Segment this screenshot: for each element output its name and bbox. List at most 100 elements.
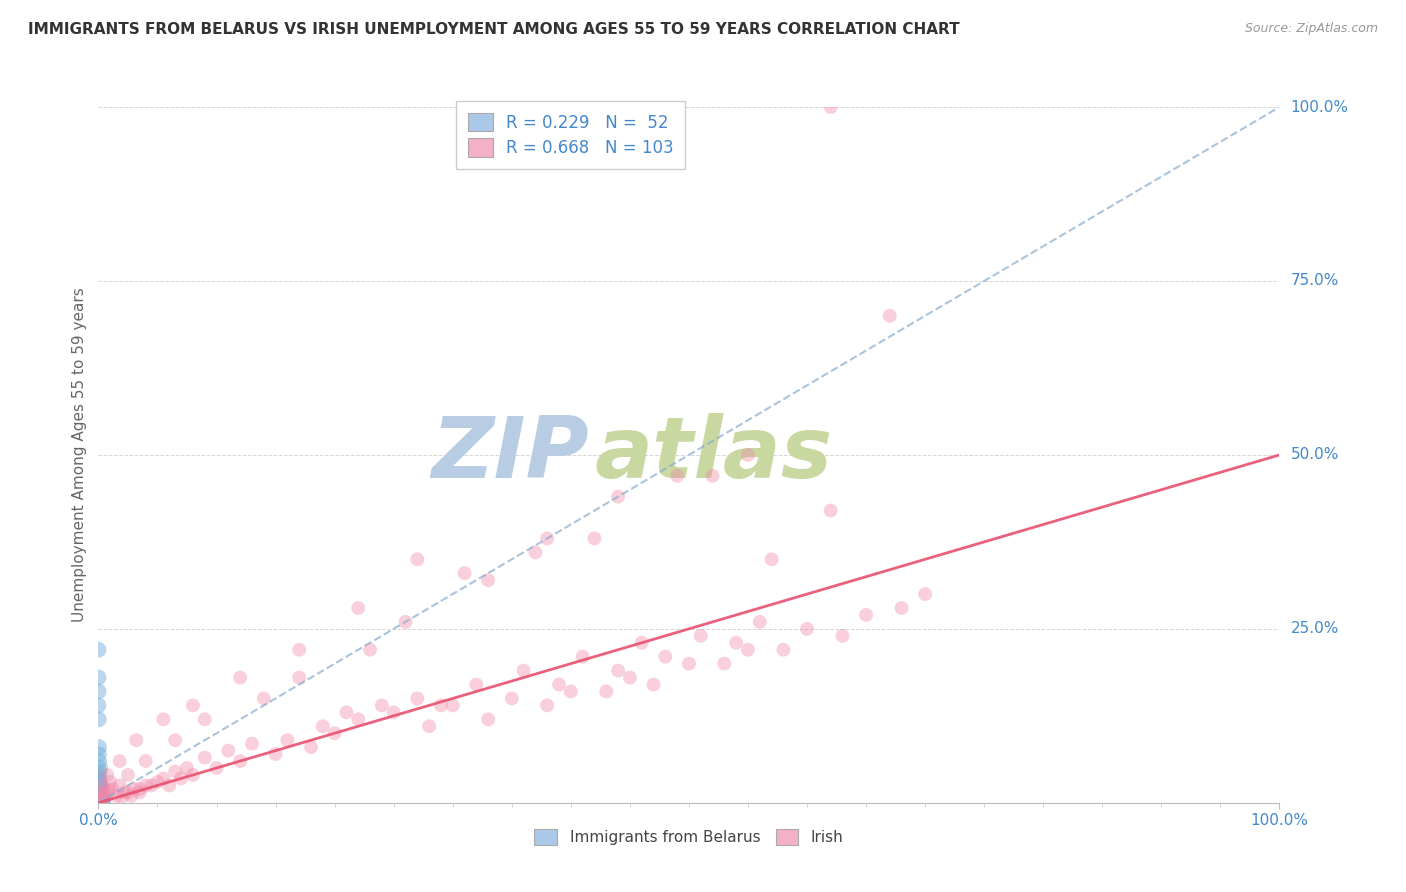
Point bbox=[89, 791, 111, 805]
Point bbox=[595, 684, 617, 698]
Point bbox=[89, 793, 111, 807]
Point bbox=[87, 792, 110, 806]
Point bbox=[98, 775, 121, 789]
Text: 25.0%: 25.0% bbox=[1291, 622, 1339, 636]
Point bbox=[181, 698, 204, 713]
Point bbox=[571, 649, 593, 664]
Point bbox=[89, 764, 111, 779]
Point bbox=[87, 684, 110, 698]
Point bbox=[536, 532, 558, 546]
Point bbox=[89, 788, 111, 802]
Point bbox=[560, 684, 582, 698]
Point bbox=[87, 712, 110, 726]
Point bbox=[87, 781, 110, 796]
Point bbox=[501, 691, 523, 706]
Point bbox=[430, 698, 453, 713]
Point bbox=[299, 740, 322, 755]
Point bbox=[97, 785, 120, 799]
Point bbox=[135, 778, 157, 793]
Point bbox=[89, 761, 111, 775]
Text: 75.0%: 75.0% bbox=[1291, 274, 1339, 288]
Point bbox=[89, 781, 111, 796]
Point bbox=[165, 764, 187, 779]
Point bbox=[820, 503, 842, 517]
Point bbox=[630, 636, 652, 650]
Point bbox=[453, 566, 475, 581]
Point bbox=[583, 532, 606, 546]
Text: 100.0%: 100.0% bbox=[1291, 100, 1348, 114]
Point bbox=[347, 601, 370, 615]
Point bbox=[441, 698, 464, 713]
Point bbox=[89, 785, 111, 799]
Point bbox=[879, 309, 901, 323]
Point bbox=[477, 712, 499, 726]
Point bbox=[117, 785, 139, 799]
Point bbox=[165, 733, 187, 747]
Point bbox=[406, 691, 429, 706]
Point bbox=[90, 781, 112, 796]
Legend: Immigrants from Belarus, Irish: Immigrants from Belarus, Irish bbox=[529, 823, 849, 852]
Point bbox=[87, 747, 110, 761]
Point bbox=[619, 671, 641, 685]
Point bbox=[89, 785, 111, 799]
Point bbox=[548, 677, 571, 691]
Point bbox=[89, 790, 111, 805]
Point bbox=[90, 792, 112, 806]
Point bbox=[418, 719, 440, 733]
Point bbox=[831, 629, 853, 643]
Point bbox=[536, 698, 558, 713]
Point bbox=[90, 789, 112, 803]
Point bbox=[312, 719, 335, 733]
Point bbox=[89, 775, 111, 789]
Point bbox=[288, 671, 311, 685]
Point bbox=[87, 671, 110, 685]
Point bbox=[855, 607, 877, 622]
Point bbox=[713, 657, 735, 671]
Point bbox=[654, 649, 676, 664]
Point bbox=[87, 791, 110, 805]
Point bbox=[108, 778, 131, 793]
Point bbox=[737, 642, 759, 657]
Point bbox=[702, 468, 724, 483]
Point bbox=[890, 601, 912, 615]
Point bbox=[128, 781, 150, 796]
Point bbox=[128, 785, 150, 799]
Point bbox=[90, 794, 112, 808]
Point bbox=[89, 790, 111, 805]
Point bbox=[89, 775, 111, 789]
Point bbox=[117, 768, 139, 782]
Point bbox=[87, 785, 110, 799]
Point bbox=[382, 706, 405, 720]
Point bbox=[91, 790, 114, 805]
Point bbox=[146, 775, 169, 789]
Point bbox=[737, 448, 759, 462]
Point bbox=[666, 468, 689, 483]
Point bbox=[89, 775, 111, 789]
Point bbox=[89, 789, 111, 803]
Point bbox=[91, 778, 114, 793]
Point bbox=[91, 795, 114, 809]
Point bbox=[477, 573, 499, 587]
Point bbox=[89, 781, 111, 796]
Point bbox=[371, 698, 394, 713]
Point bbox=[288, 642, 311, 657]
Point bbox=[105, 789, 128, 803]
Point bbox=[406, 552, 429, 566]
Point bbox=[87, 781, 110, 796]
Point bbox=[89, 778, 111, 793]
Point bbox=[264, 747, 287, 761]
Point bbox=[89, 789, 111, 803]
Point bbox=[121, 789, 143, 803]
Point bbox=[689, 629, 711, 643]
Point bbox=[229, 671, 252, 685]
Point bbox=[111, 790, 134, 805]
Point bbox=[135, 754, 157, 768]
Point bbox=[772, 642, 794, 657]
Point bbox=[643, 677, 665, 691]
Point bbox=[91, 789, 114, 803]
Point bbox=[90, 794, 112, 808]
Point bbox=[108, 754, 131, 768]
Point bbox=[465, 677, 488, 691]
Point bbox=[761, 552, 783, 566]
Point bbox=[87, 772, 110, 786]
